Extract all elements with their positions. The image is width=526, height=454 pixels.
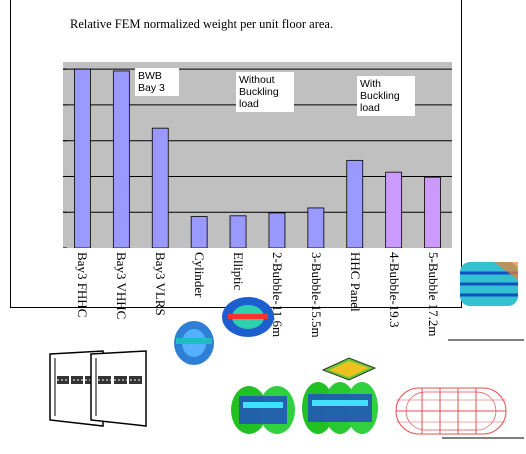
bar xyxy=(112,70,130,249)
5-bubble-model-image xyxy=(395,387,507,435)
annotation-with-buckling: With Buckling load xyxy=(357,76,415,116)
bar xyxy=(229,215,247,249)
divider-line xyxy=(448,339,524,341)
bar xyxy=(424,176,441,249)
x-tick-label: 3-Bubble-15.5m xyxy=(308,252,324,338)
bar xyxy=(190,216,208,249)
annotation-line: With xyxy=(360,78,381,90)
bar xyxy=(307,207,325,249)
x-tick-label: Bay3 VHHC xyxy=(114,252,130,320)
x-tick-label: 4-Bubble-19.3 xyxy=(386,252,402,328)
cylinder-model-image xyxy=(174,321,214,365)
bar xyxy=(385,171,403,249)
bar xyxy=(151,127,169,249)
annotation-bwb-bay3: BWB Bay 3 xyxy=(135,68,179,96)
chart-title: Relative FEM normalized weight per unit … xyxy=(70,17,334,31)
annotation-line: load xyxy=(239,98,259,110)
annotation-line: Bay 3 xyxy=(138,82,165,94)
annotation-without-buckling: Without Buckling load xyxy=(236,72,294,112)
x-tick-label: 5-Bubble 17.2m xyxy=(425,252,441,337)
divider-line xyxy=(442,437,524,439)
x-tick-label: Bay3 VLRS xyxy=(153,252,169,316)
bar xyxy=(346,159,364,249)
3-bubble-model-image xyxy=(302,382,378,434)
4-bubble-model-image xyxy=(460,262,518,306)
annotation-line: Buckling xyxy=(360,90,400,102)
hhc-panel-model-image xyxy=(321,357,377,381)
2-bubble-model-image xyxy=(231,386,295,434)
elliptic-model-image xyxy=(222,297,274,337)
annotation-line: load xyxy=(360,102,380,114)
x-tick-label: Bay3 FHHC xyxy=(75,252,91,318)
x-tick-label: HHC Panel xyxy=(347,252,363,312)
annotation-line: Without xyxy=(239,74,275,86)
annotation-line: BWB xyxy=(138,70,162,82)
bar xyxy=(74,68,91,249)
bar xyxy=(268,212,286,249)
bay3-vhhc-model-image xyxy=(90,350,147,427)
annotation-line: Buckling xyxy=(239,86,279,98)
